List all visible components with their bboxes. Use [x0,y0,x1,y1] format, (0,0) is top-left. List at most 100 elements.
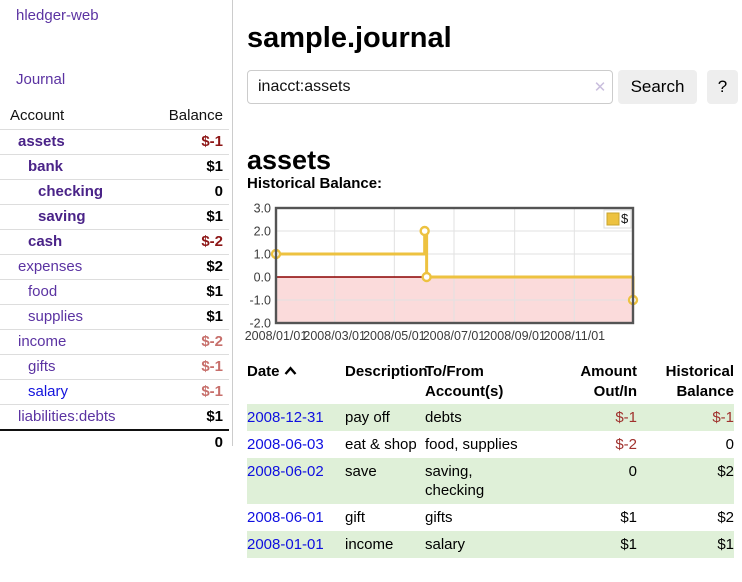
accounts-total-balance: 0 [214,434,223,451]
account-link-gifts[interactable]: gifts [28,358,56,375]
account-link-assets[interactable]: assets [18,133,65,150]
accounts-header-row: Account Balance [0,103,229,130]
y-tick-label: 1.0 [254,248,271,262]
y-tick-label: 3.0 [254,202,271,216]
app-title-link[interactable]: hledger-web [16,7,99,24]
search-button[interactable]: Search [618,70,697,104]
register-table: Date Description To/From Account(s) Amou… [247,360,734,558]
search-input[interactable] [247,70,613,104]
account-link-checking[interactable]: checking [38,183,104,200]
account-name-cell: liabilities:debts [0,405,148,431]
transaction-date-cell: 2008-06-03 [247,431,345,458]
account-row: salary $-1 [0,379,229,405]
y-tick-label: -1.0 [249,294,271,308]
account-name-cell: cash [0,230,148,255]
data-point-marker [421,271,432,283]
register-row: 2008-01-01 income salary $1 $1 [247,531,734,558]
account-link-salary[interactable]: salary [28,383,69,400]
transaction-balance-cell: $-1 [712,409,734,426]
transaction-date-cell: 2008-06-01 [247,504,345,531]
help-button[interactable]: ? [707,70,738,104]
account-link-income[interactable]: income [18,333,67,350]
sidebar-item-journal[interactable]: Journal [16,71,66,88]
account-row: cash $-2 [0,229,229,255]
transaction-description-cell: eat & shop [345,436,417,453]
chart-heading: Historical Balance: [247,175,383,192]
account-row: bank $1 [0,154,229,180]
y-tick-label: 2.0 [254,225,271,239]
balance-chart-svg: $3.0 2.0 1.0 0.0 -1.0 -2.02008/01/012008/03/0… [245,202,639,343]
account-row: saving $1 [0,204,229,230]
account-row: assets $-1 [0,129,229,155]
accounts-column-header: To/From Account(s) [425,363,504,400]
account-link-food[interactable]: food [28,283,58,300]
transaction-accounts-cell: salary [425,536,466,553]
transaction-description-cell: income [345,536,394,553]
page-title: sample.journal [247,22,452,55]
transaction-balance-cell: $2 [717,509,734,526]
x-tick-label: 2008/03/01 [303,329,366,343]
transaction-date-link[interactable]: 2008-01-01 [247,536,324,553]
account-name-cell: supplies [0,305,148,330]
transaction-date-link[interactable]: 2008-06-02 [247,463,324,480]
account-name-cell: food [0,280,148,305]
date-column-header[interactable]: Date [247,360,345,404]
transaction-balance-cell: $2 [717,463,734,480]
legend-swatch [606,212,620,226]
account-name-cell: salary [0,380,148,405]
account-balance: $2 [206,258,223,275]
account-balance: $-2 [201,333,223,350]
account-page-title: assets [247,145,332,176]
transaction-date-cell: 2008-12-31 [247,404,345,431]
register-header-row: Date Description To/From Account(s) Amou… [247,360,734,404]
legend-label: $ [621,211,629,226]
description-column-header: Description [345,363,428,380]
transaction-amount-cell: $1 [620,509,637,526]
account-row: food $1 [0,279,229,305]
balance-column-header: Balance [168,107,223,124]
transaction-balance-cell: $1 [717,536,734,553]
account-link-liabilities-debts[interactable]: liabilities:debts [18,408,116,425]
transaction-date-link[interactable]: 2008-12-31 [247,409,324,426]
account-link-bank[interactable]: bank [28,158,64,175]
register-row: 2008-06-02 save saving, checking 0 $2 [247,458,734,504]
account-balance: 0 [214,183,223,200]
account-link-cash[interactable]: cash [28,233,63,250]
transaction-accounts-cell: debts [425,409,462,426]
account-name-cell: saving [0,205,148,230]
account-balance: $-2 [201,233,223,250]
account-balance: $1 [206,408,223,425]
transaction-amount-cell: 0 [628,463,637,480]
account-row: gifts $-1 [0,354,229,380]
register-row: 2008-12-31 pay off debts $-1 $-1 [247,404,734,431]
transaction-description-cell: pay off [345,409,390,426]
clear-search-icon[interactable]: ✕ [593,79,607,96]
data-point-marker [419,225,430,237]
account-name-cell: assets [0,130,148,155]
account-balance: $1 [206,158,223,175]
transaction-date-link[interactable]: 2008-06-01 [247,509,324,526]
historical-balance-chart: $3.0 2.0 1.0 0.0 -1.0 -2.0 2008/01/01 2008/03/0… [244,202,742,348]
account-row: income $-2 [0,329,229,355]
transaction-amount-cell: $-2 [615,436,637,453]
x-tick-label: 2008/11/01 [543,329,605,343]
account-balance: $-1 [201,133,223,150]
transaction-date-link[interactable]: 2008-06-03 [247,436,324,453]
balance-column-header-register: Historical Balance [665,363,734,400]
account-balance: $-1 [201,383,223,400]
account-link-supplies[interactable]: supplies [28,308,84,325]
x-tick-label: 2008/01/01 [245,329,308,343]
account-link-expenses[interactable]: expenses [18,258,83,275]
account-name-cell: expenses [0,255,148,280]
amount-column-header: Amount Out/In [580,363,637,400]
plot-border [274,206,635,325]
transaction-accounts-cell: food, supplies [425,436,518,453]
account-link-saving[interactable]: saving [38,208,86,225]
accounts-table: Account Balance assets $-1 bank $1 checking 0… [0,103,229,455]
account-name-cell: income [0,330,148,355]
transaction-amount-cell: $-1 [615,409,637,426]
register-row: 2008-06-01 gift gifts $1 $2 [247,504,734,531]
account-row: expenses $2 [0,254,229,280]
accounts-total-row: 0 [0,430,229,455]
